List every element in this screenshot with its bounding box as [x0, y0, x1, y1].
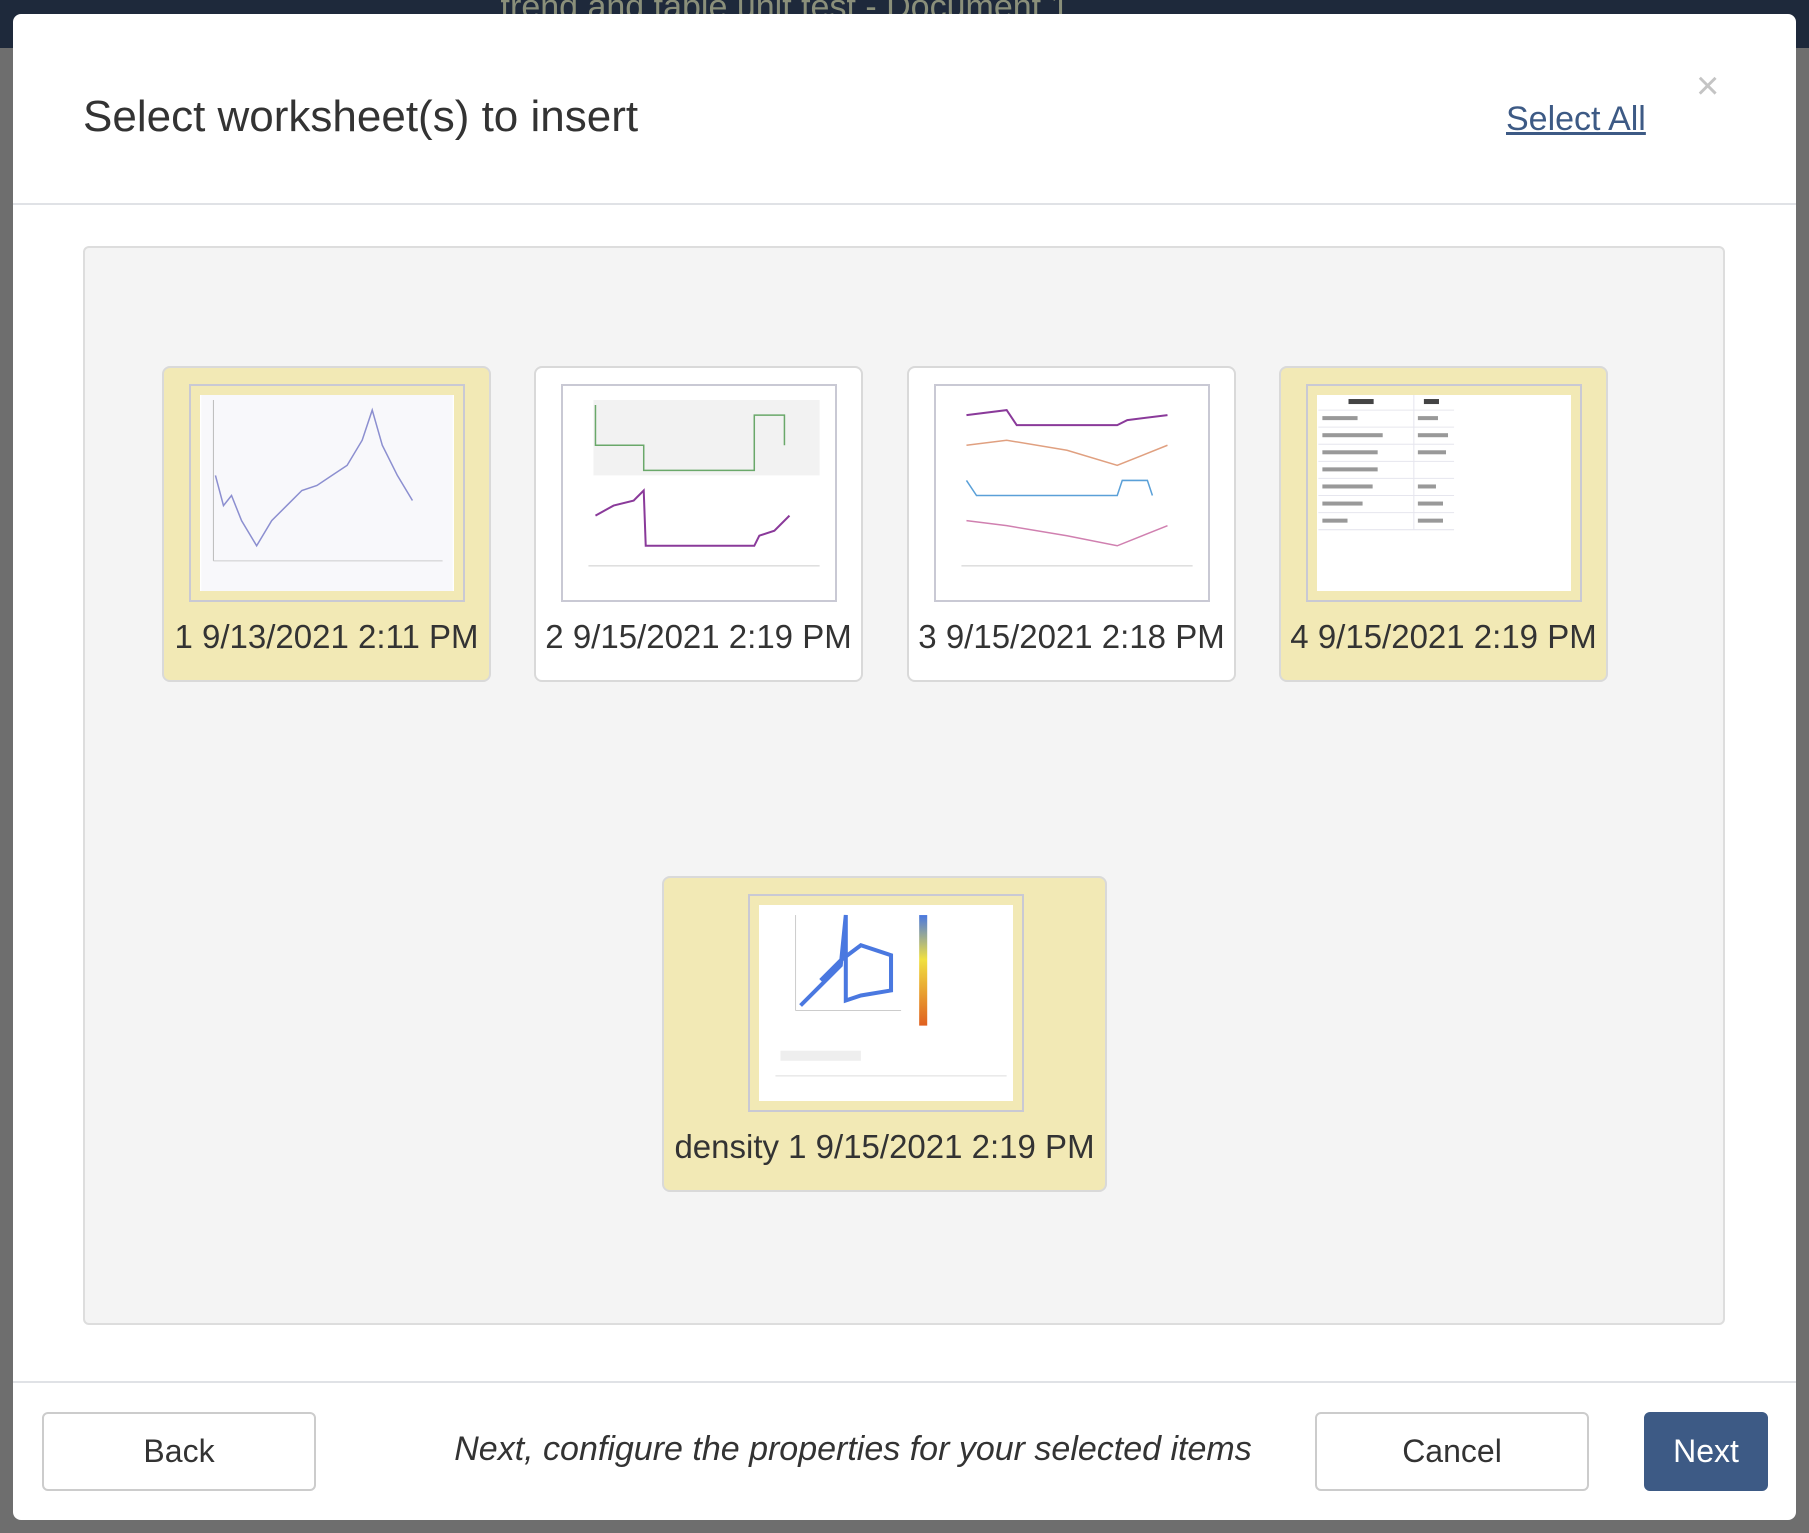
worksheet-grid: 1 9/13/2021 2:11 PM 2 9/15/2021 2:19 PM … — [83, 246, 1725, 1325]
worksheet-thumbnail — [561, 384, 837, 602]
next-button[interactable]: Next — [1644, 1412, 1768, 1491]
worksheet-thumbnail — [748, 894, 1024, 1112]
trend-thumbnail — [200, 395, 454, 591]
back-button[interactable]: Back — [42, 1412, 316, 1491]
divider — [13, 1381, 1796, 1383]
worksheet-thumbnail — [1306, 384, 1582, 602]
worksheet-card-density-1[interactable]: density 1 9/15/2021 2:19 PM — [662, 876, 1107, 1192]
select-all-link[interactable]: Select All — [1506, 100, 1646, 138]
worksheet-card-2[interactable]: 2 9/15/2021 2:19 PM — [534, 366, 863, 682]
worksheet-card-1[interactable]: 1 9/13/2021 2:11 PM — [162, 366, 491, 682]
divider — [13, 203, 1796, 205]
close-icon[interactable]: × — [1696, 64, 1720, 108]
worksheet-card-4[interactable]: 4 9/15/2021 2:19 PM — [1279, 366, 1608, 682]
density-plot-thumbnail — [759, 905, 1013, 1101]
worksheet-label: 2 9/15/2021 2:19 PM — [545, 618, 852, 655]
worksheet-label: 4 9/15/2021 2:19 PM — [1290, 618, 1597, 655]
table-thumbnail — [1317, 395, 1571, 591]
worksheet-thumbnail — [189, 384, 465, 602]
worksheet-thumbnail — [934, 384, 1210, 602]
worksheet-label: 3 9/15/2021 2:18 PM — [918, 618, 1225, 655]
select-worksheets-dialog: Select worksheet(s) to insert Select All… — [13, 14, 1796, 1520]
worksheet-label: 1 9/13/2021 2:11 PM — [174, 618, 479, 655]
two-lane-trend-thumbnail — [572, 395, 826, 591]
multi-lane-trend-thumbnail — [945, 395, 1199, 591]
dialog-title: Select worksheet(s) to insert — [83, 92, 639, 141]
footer-hint: Next, configure the properties for your … — [454, 1430, 1252, 1468]
worksheet-card-3[interactable]: 3 9/15/2021 2:18 PM — [907, 366, 1236, 682]
worksheet-label: density 1 9/15/2021 2:19 PM — [674, 1128, 1095, 1165]
cancel-button[interactable]: Cancel — [1315, 1412, 1589, 1491]
